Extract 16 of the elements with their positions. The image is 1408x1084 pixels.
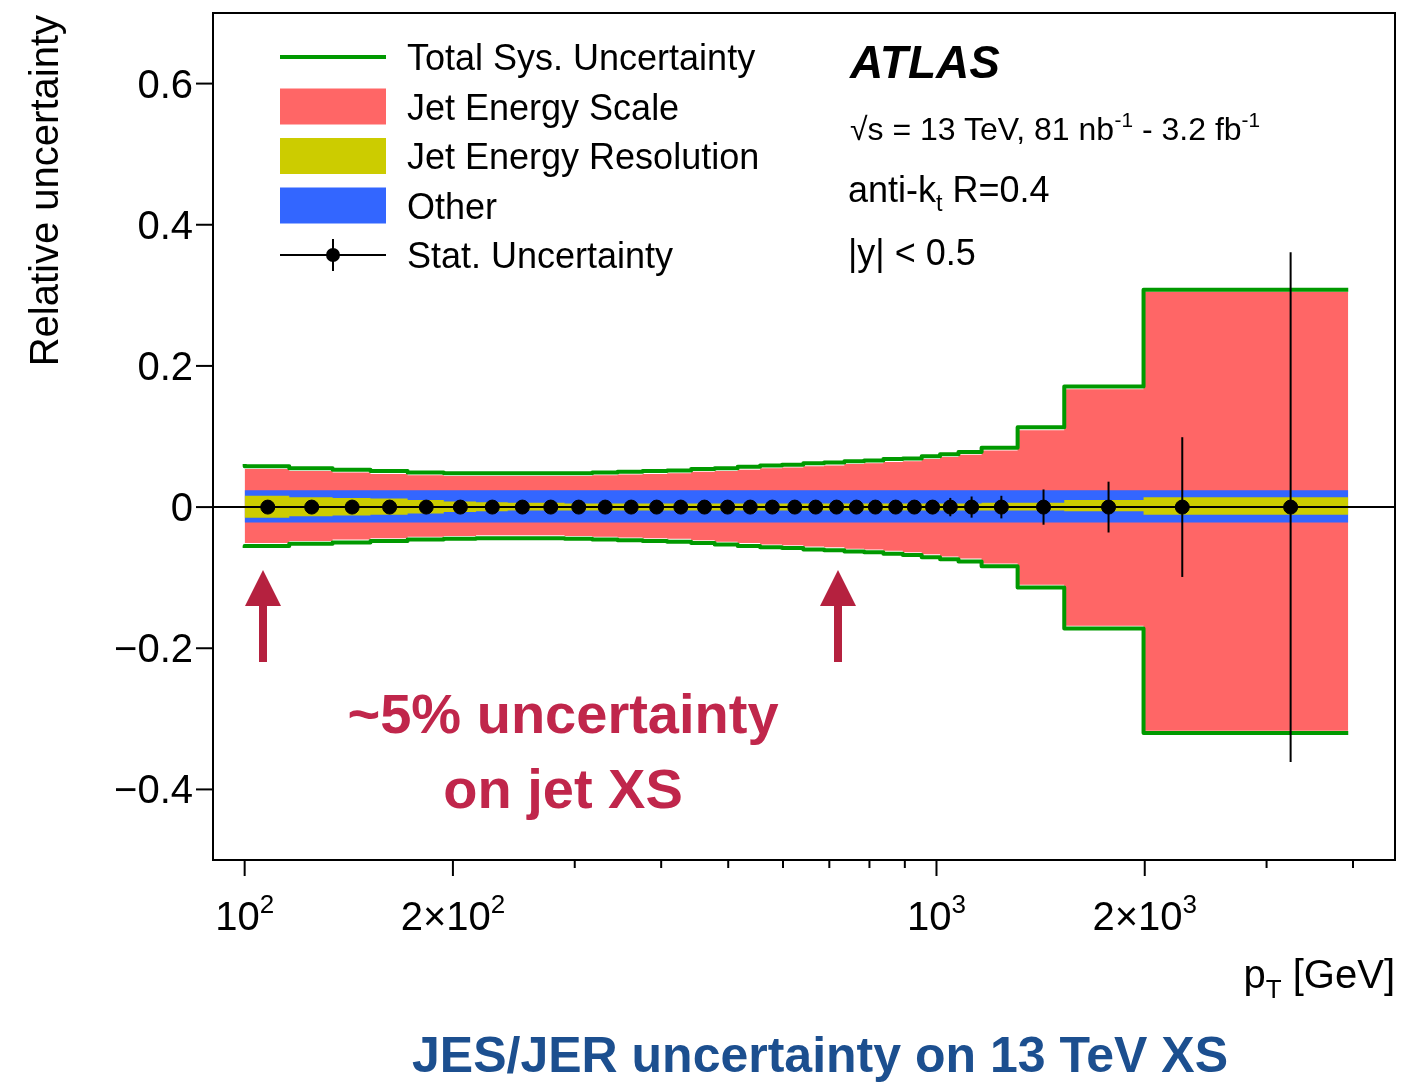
legend-label: Other — [407, 185, 498, 227]
annotation: |y| < 0.5 — [848, 232, 976, 273]
y-tick-label: −0.2 — [114, 626, 193, 671]
y-tick-label: 0.2 — [137, 343, 193, 388]
text: JES/JER uncertainty on 13 TeV XS — [411, 1027, 1229, 1083]
y-tick-label: 0 — [170, 485, 193, 530]
annotation: ~5% uncertainty on jet XS — [347, 682, 779, 820]
legend-label: Stat. Uncertainty — [407, 235, 674, 276]
legend-label: Jet Energy Scale — [407, 86, 680, 128]
legend-label: Total Sys. Uncertainty — [407, 37, 756, 78]
y-tick-label: 0.4 — [137, 202, 193, 247]
y-axis-title: Relative uncertainty — [22, 14, 66, 367]
legend-label: Jet Energy Resolution — [407, 136, 760, 177]
annotation: ATLAS — [849, 36, 1001, 88]
y-tick-label: −0.4 — [114, 767, 193, 812]
y-tick-label: 0.6 — [137, 61, 193, 106]
